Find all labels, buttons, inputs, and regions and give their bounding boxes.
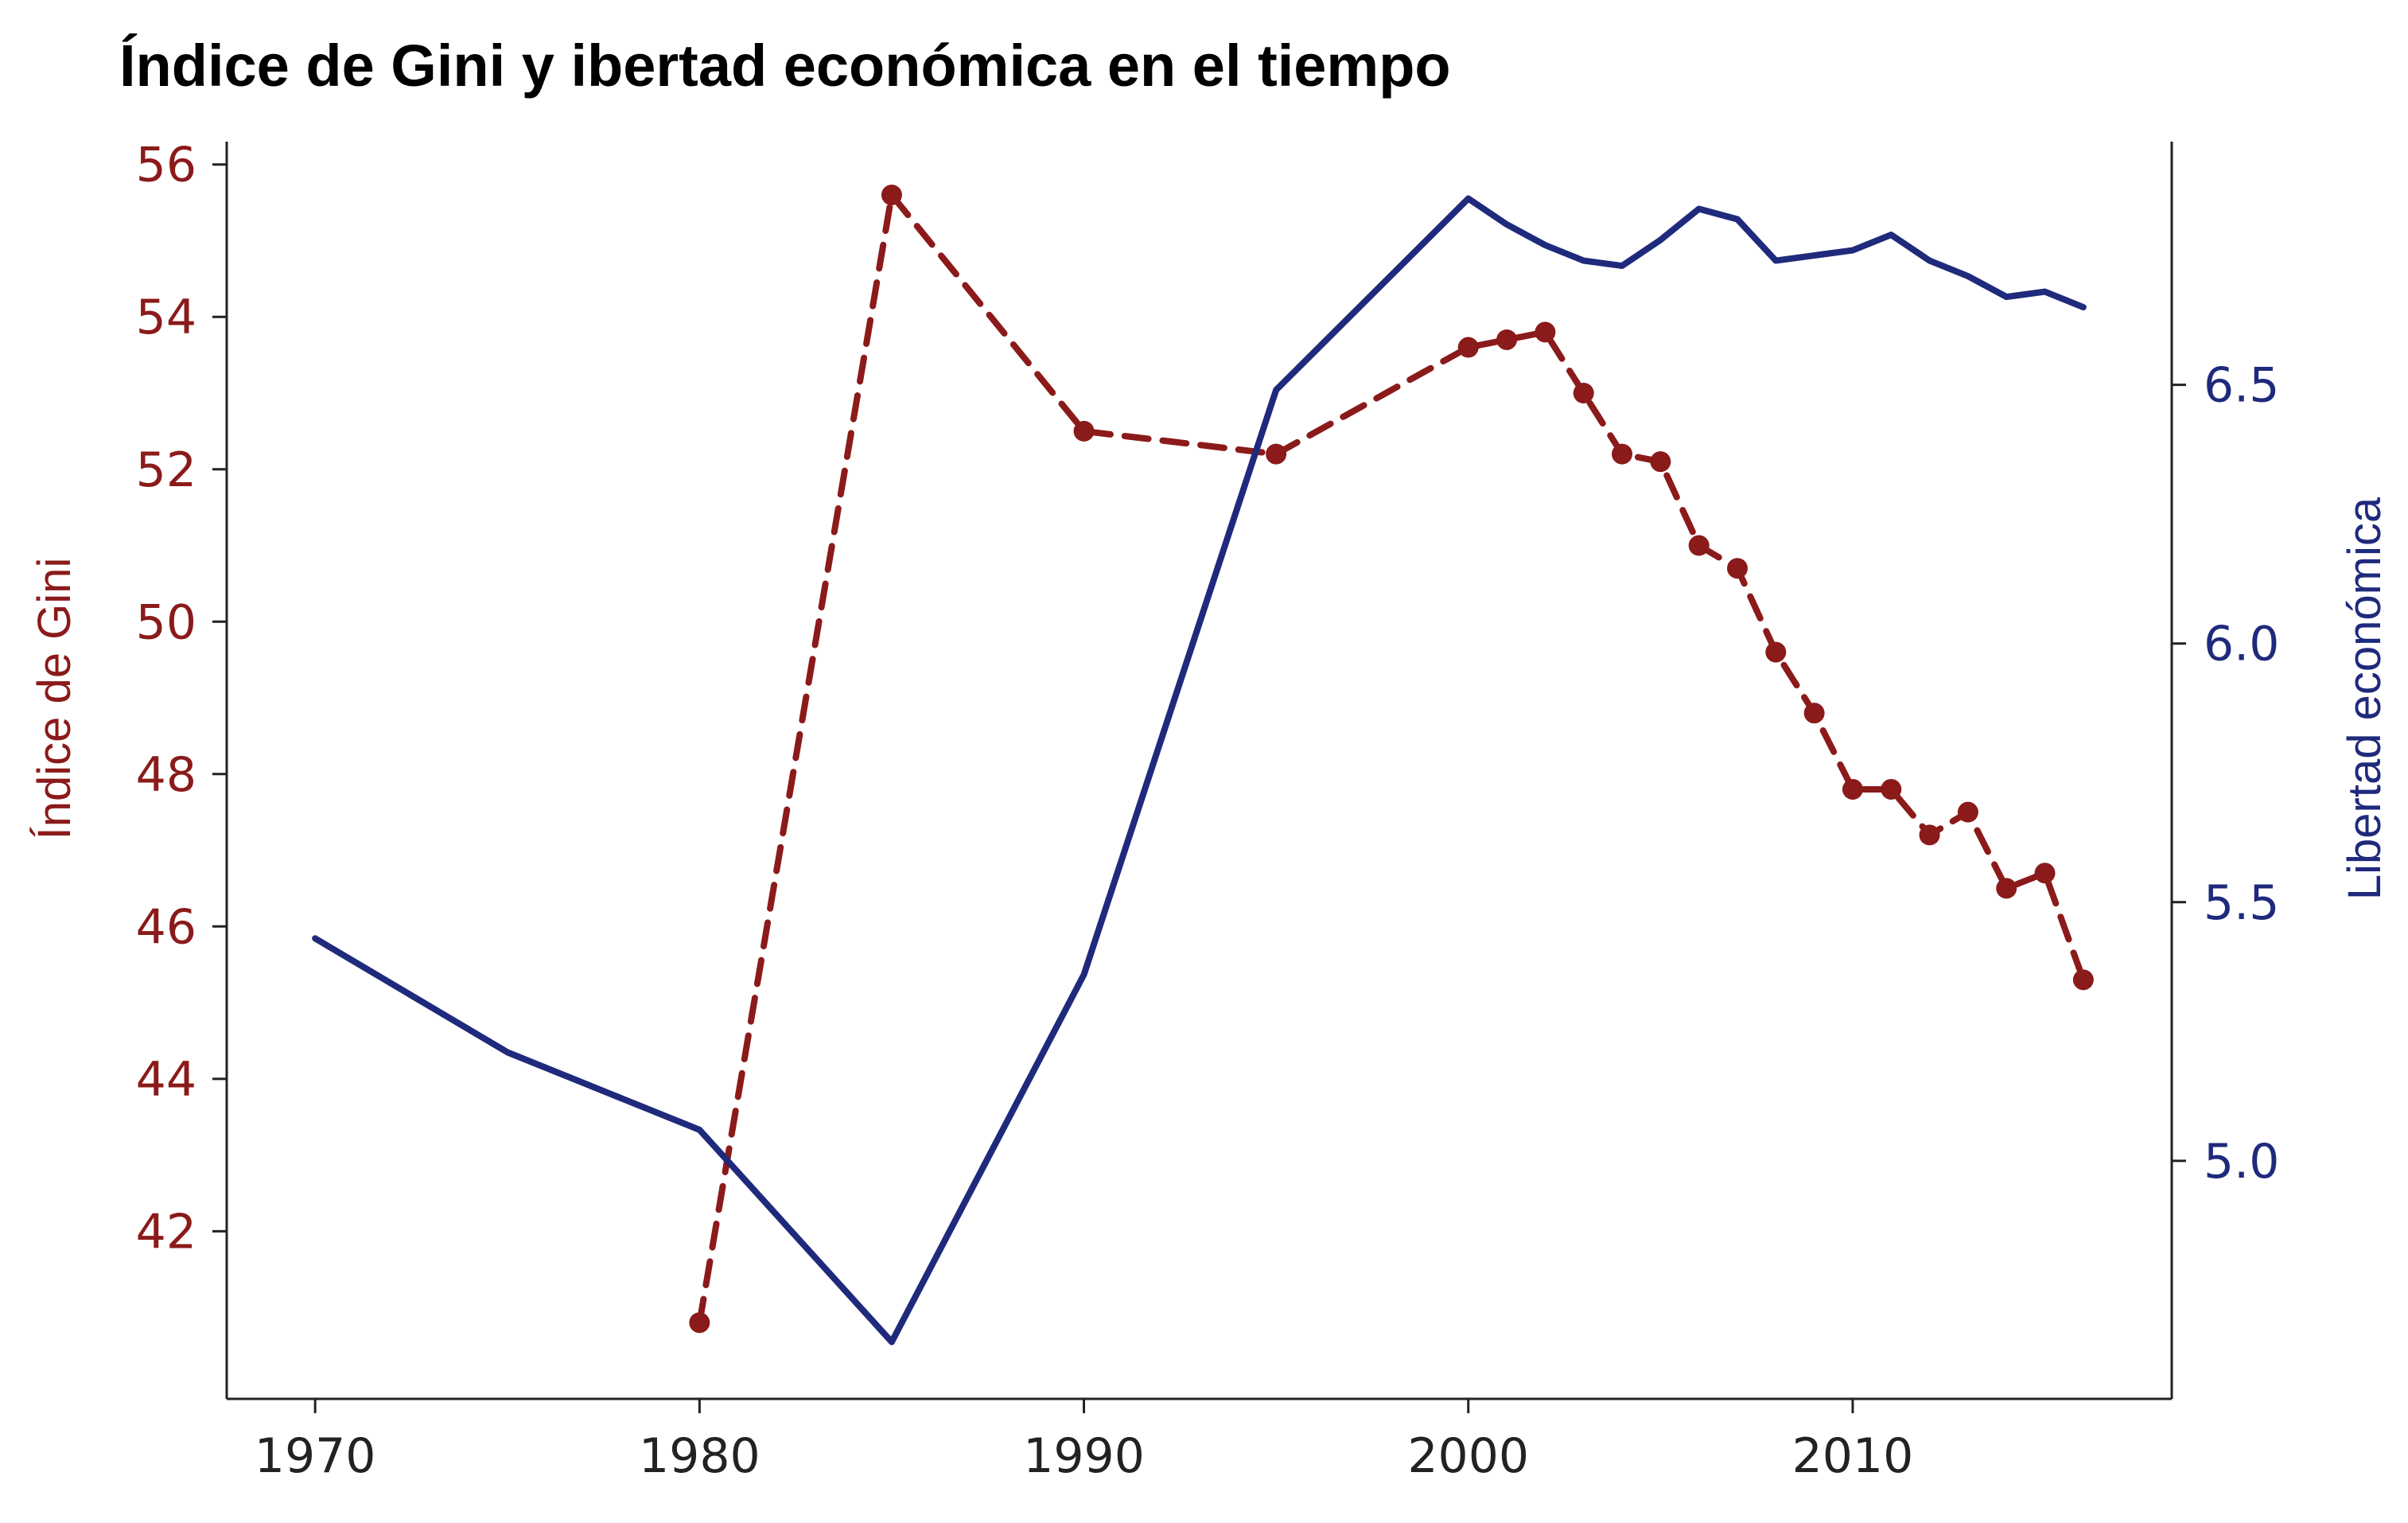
gini-point bbox=[1765, 641, 1787, 663]
left-tick-label: 54 bbox=[136, 290, 196, 345]
gini-point bbox=[1842, 778, 1863, 800]
gini-point bbox=[1573, 383, 1594, 403]
axis-labels: 1970 1980 1990 2000 2010 42 44 46 48 50 52 54 56 5.0 5… bbox=[29, 138, 2390, 1484]
gini-point bbox=[1612, 443, 1633, 465]
left-tick-label: 44 bbox=[136, 1052, 196, 1108]
freedom-line bbox=[312, 195, 2087, 1346]
gini-point bbox=[1726, 558, 1748, 579]
chart-title: Índice de Gini y ibertad económica en el… bbox=[119, 33, 1451, 99]
gini-point bbox=[881, 185, 902, 206]
gini-point bbox=[2072, 969, 2094, 991]
gini-point bbox=[1496, 329, 1518, 350]
gini-point bbox=[689, 1312, 710, 1334]
right-tick-label: 6.5 bbox=[2204, 358, 2279, 414]
left-tick-label: 46 bbox=[136, 899, 196, 955]
right-axis-title: Libertad económica bbox=[2339, 497, 2390, 900]
x-tick-label: 1980 bbox=[639, 1428, 761, 1484]
gini-point bbox=[1535, 321, 1556, 343]
gini-point bbox=[1881, 778, 1902, 800]
right-tick-label: 6.0 bbox=[2204, 617, 2279, 672]
gini-point bbox=[1650, 451, 1671, 473]
gini-point bbox=[1957, 801, 1978, 823]
gini-point bbox=[1266, 443, 1287, 465]
right-tick-label: 5.0 bbox=[2204, 1134, 2279, 1190]
x-tick-label: 2010 bbox=[1792, 1428, 1914, 1484]
gini-point bbox=[1457, 337, 1479, 358]
gini-point bbox=[1688, 535, 1710, 556]
left-tick-label: 56 bbox=[136, 138, 196, 193]
gini-point bbox=[1996, 878, 2017, 899]
axes bbox=[212, 142, 2186, 1413]
x-tick-label: 1970 bbox=[255, 1428, 376, 1484]
gini-point bbox=[1919, 824, 1940, 846]
left-tick-label: 50 bbox=[136, 594, 196, 650]
x-tick-label: 1990 bbox=[1023, 1428, 1145, 1484]
series bbox=[312, 185, 2094, 1346]
gini-line bbox=[696, 192, 2087, 1326]
left-tick-label: 48 bbox=[136, 747, 196, 803]
left-tick-label: 42 bbox=[136, 1204, 196, 1260]
left-axis-title: Índice de Gini bbox=[29, 558, 80, 840]
right-tick-label: 5.5 bbox=[2204, 875, 2279, 931]
gini-point bbox=[1803, 703, 1825, 724]
gini-point bbox=[2034, 863, 2056, 884]
left-tick-label: 52 bbox=[136, 442, 196, 498]
x-tick-label: 2000 bbox=[1407, 1428, 1529, 1484]
gini-point bbox=[1073, 420, 1095, 442]
